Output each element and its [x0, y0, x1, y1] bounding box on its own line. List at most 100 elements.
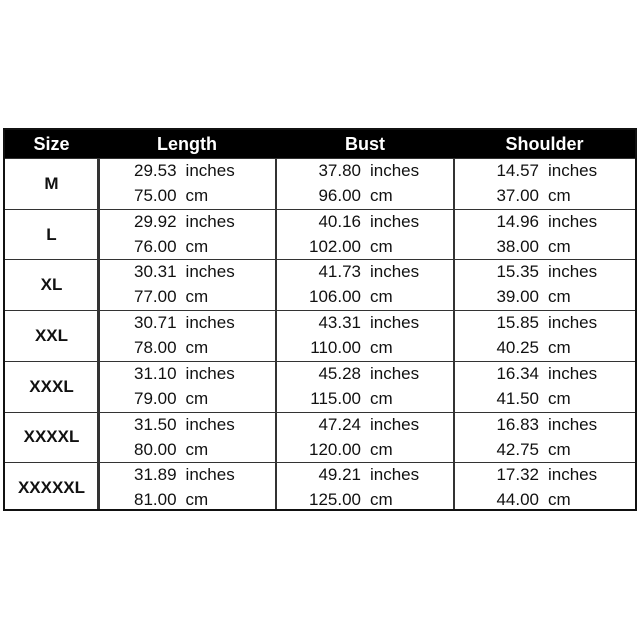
- length-inches: 31.50 inches: [100, 415, 235, 435]
- value: 39.00: [496, 287, 539, 307]
- unit: cm: [185, 490, 209, 510]
- column-divider: [275, 158, 277, 509]
- unit: cm: [548, 439, 571, 459]
- unit: inches: [370, 211, 420, 231]
- header-shoulder: Shoulder: [505, 134, 584, 154]
- unit: inches: [548, 161, 598, 180]
- unit: inches: [548, 313, 598, 333]
- table-row: XXXXXL 31.89 inches 81.00 cm 49.21 inches 1…: [5, 462, 635, 513]
- size-chart-table: Size Length Bust Shoulder M 29.53 inches …: [3, 128, 637, 511]
- value: 81.00: [134, 490, 177, 510]
- table-row: XXL 30.71 inches 78.00 cm 43.31 inches 110.…: [5, 310, 635, 361]
- shoulder-inches: 17.32 inches: [455, 465, 597, 485]
- length-cm: 81.00 cm: [100, 490, 208, 510]
- bust-inches: 47.24 inches: [277, 415, 419, 435]
- value: 40.16: [318, 211, 361, 231]
- shoulder-inches: 15.85 inches: [455, 313, 597, 333]
- value: 110.00: [310, 338, 361, 358]
- bust-cm: 125.00 cm: [277, 490, 393, 510]
- unit: cm: [185, 236, 209, 256]
- value: 115.00: [310, 388, 361, 408]
- value: 38.00: [496, 236, 539, 256]
- value: 16.34: [496, 363, 539, 383]
- length-cm: 76.00 cm: [100, 237, 208, 257]
- unit: inches: [548, 414, 598, 434]
- value: 41.50: [496, 388, 539, 408]
- column-divider: [453, 158, 455, 509]
- value: 30.71: [134, 313, 177, 333]
- unit: cm: [370, 186, 393, 205]
- unit: cm: [185, 338, 209, 358]
- unit: inches: [185, 262, 235, 282]
- header-size: Size: [33, 134, 70, 154]
- unit: cm: [185, 439, 209, 459]
- value: 42.75: [496, 439, 539, 459]
- shoulder-inches: 15.35 inches: [455, 262, 597, 282]
- length-cm: 79.00 cm: [100, 389, 208, 409]
- shoulder-cm: 41.50 cm: [455, 388, 570, 409]
- value: 16.83: [496, 414, 539, 434]
- bust-cm: 106.00 cm: [277, 287, 393, 307]
- table-row: XXXXL 31.50 inches 80.00 cm 47.24 inches 12…: [5, 411, 635, 463]
- value: 49.21: [318, 465, 361, 485]
- unit: cm: [370, 338, 393, 358]
- length-inches: 31.10 inches: [100, 364, 235, 384]
- length-inches: 30.31 inches: [100, 262, 235, 282]
- unit: inches: [185, 211, 235, 231]
- value: 79.00: [134, 388, 177, 408]
- unit: inches: [370, 313, 420, 333]
- bust-cm: 120.00 cm: [277, 440, 393, 460]
- shoulder-inches: 16.83 inches: [455, 415, 597, 435]
- value: 43.31: [318, 313, 361, 333]
- value: 37.00: [496, 186, 539, 205]
- unit: inches: [370, 414, 420, 434]
- shoulder-cm: 42.75 cm: [455, 439, 571, 460]
- shoulder-cm: 39.00 cm: [455, 287, 571, 307]
- table-row: XL 30.31 inches 77.00 cm 41.73 inches 106.0…: [5, 259, 635, 310]
- unit: inches: [185, 465, 235, 485]
- unit: cm: [370, 287, 393, 307]
- bust-cm: 102.00 cm: [277, 237, 393, 257]
- unit: cm: [548, 287, 571, 307]
- value: 120.00: [309, 439, 361, 459]
- bust-inches: 37.80 inches: [277, 161, 419, 181]
- unit: inches: [370, 161, 420, 180]
- value: 15.35: [496, 262, 539, 282]
- value: 37.80: [318, 161, 361, 180]
- unit: cm: [548, 236, 571, 256]
- length-cm: 78.00 cm: [100, 338, 208, 358]
- bust-cm: 96.00 cm: [277, 186, 393, 206]
- bust-inches: 41.73 inches: [277, 262, 419, 282]
- value: 106.00: [309, 287, 361, 307]
- unit: cm: [548, 490, 571, 510]
- value: 41.73: [318, 262, 361, 282]
- unit: cm: [185, 388, 209, 408]
- value: 31.50: [134, 414, 177, 434]
- size-label: XXXXL: [23, 427, 80, 447]
- length-inches: 31.89 inches: [100, 465, 235, 485]
- value: 14.57: [496, 161, 539, 180]
- value: 47.24: [318, 414, 361, 434]
- value: 96.00: [318, 186, 361, 205]
- size-label: XL: [40, 275, 63, 295]
- length-inches: 30.71 inches: [100, 313, 235, 333]
- bust-inches: 45.28 inches: [277, 364, 419, 384]
- value: 75.00: [134, 186, 177, 205]
- value: 29.53: [134, 161, 177, 180]
- unit: cm: [370, 439, 393, 459]
- unit: inches: [185, 414, 235, 434]
- value: 40.25: [496, 338, 539, 358]
- unit: inches: [370, 465, 420, 485]
- column-divider: [97, 158, 100, 509]
- unit: inches: [185, 161, 235, 180]
- unit: cm: [370, 490, 393, 510]
- value: 45.28: [318, 363, 361, 383]
- unit: inches: [185, 363, 235, 383]
- unit: inches: [548, 363, 598, 383]
- value: 76.00: [134, 236, 177, 256]
- unit: inches: [370, 262, 420, 282]
- shoulder-cm: 38.00 cm: [455, 236, 571, 257]
- value: 29.92: [134, 211, 177, 231]
- table-row: XXXL 31.10 inches 79.00 cm 45.28 inches 115…: [5, 360, 635, 412]
- unit: cm: [370, 236, 393, 256]
